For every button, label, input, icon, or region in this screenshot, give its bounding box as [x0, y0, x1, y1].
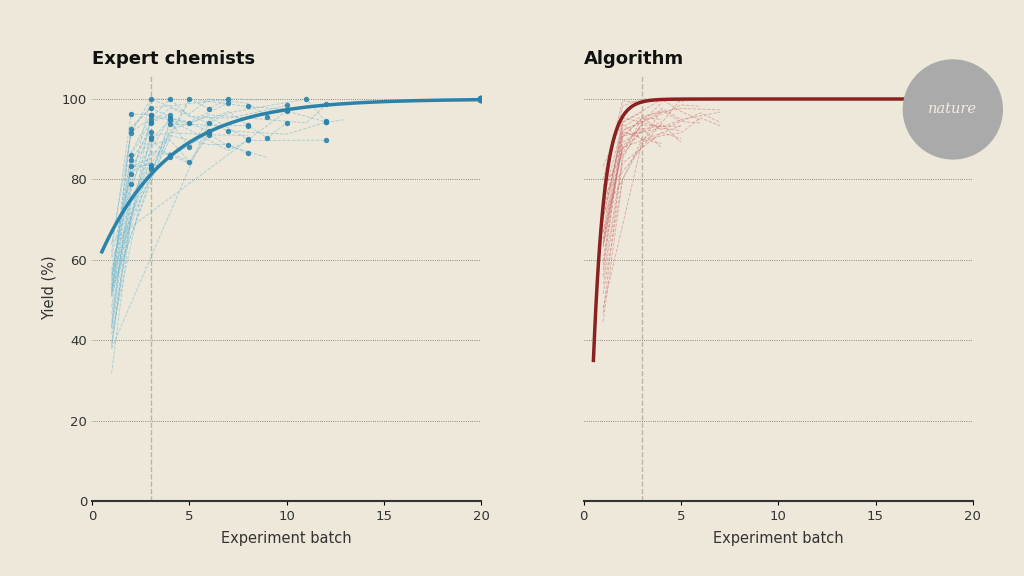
- Point: [317, 118, 334, 127]
- Point: [162, 94, 178, 104]
- Point: [220, 94, 237, 104]
- Point: [142, 104, 159, 113]
- X-axis label: Experiment batch: Experiment batch: [713, 532, 844, 547]
- Point: [201, 118, 217, 127]
- Point: [142, 135, 159, 144]
- Point: [240, 136, 256, 145]
- Point: [123, 169, 139, 178]
- Point: [220, 126, 237, 135]
- Point: [162, 115, 178, 124]
- Point: [201, 128, 217, 138]
- Text: nature: nature: [929, 103, 977, 116]
- Point: [259, 112, 275, 122]
- Point: [201, 104, 217, 113]
- Point: [142, 162, 159, 172]
- Point: [162, 150, 178, 159]
- Point: [181, 119, 198, 128]
- Point: [240, 121, 256, 130]
- Text: Expert chemists: Expert chemists: [92, 50, 255, 68]
- X-axis label: Experiment batch: Experiment batch: [221, 532, 352, 547]
- Point: [220, 98, 237, 108]
- Point: [201, 126, 217, 135]
- Point: [181, 143, 198, 152]
- Point: [279, 118, 295, 127]
- Point: [142, 132, 159, 141]
- Point: [162, 120, 178, 129]
- Point: [240, 149, 256, 158]
- Point: [123, 150, 139, 160]
- Point: [142, 118, 159, 127]
- Point: [123, 179, 139, 188]
- Point: [298, 94, 314, 104]
- Circle shape: [903, 60, 1002, 159]
- Point: [123, 162, 139, 171]
- Y-axis label: Yield (%): Yield (%): [42, 256, 56, 320]
- Point: [317, 118, 334, 127]
- Point: [142, 127, 159, 137]
- Point: [123, 109, 139, 119]
- Point: [142, 160, 159, 169]
- Point: [142, 110, 159, 119]
- Point: [123, 128, 139, 138]
- Point: [123, 156, 139, 165]
- Point: [181, 94, 198, 104]
- Point: [142, 119, 159, 128]
- Point: [240, 102, 256, 111]
- Point: [259, 134, 275, 143]
- Point: [220, 140, 237, 149]
- Point: [317, 116, 334, 126]
- Point: [142, 164, 159, 173]
- Point: [142, 114, 159, 123]
- Point: [279, 105, 295, 114]
- Point: [201, 130, 217, 139]
- Point: [123, 124, 139, 134]
- Point: [279, 107, 295, 116]
- Point: [142, 111, 159, 120]
- Point: [162, 152, 178, 161]
- Point: [279, 101, 295, 110]
- Point: [240, 120, 256, 130]
- Point: [142, 94, 159, 104]
- Point: [317, 135, 334, 145]
- Point: [317, 99, 334, 108]
- Point: [473, 94, 489, 104]
- Text: Algorithm: Algorithm: [584, 50, 684, 68]
- Point: [201, 128, 217, 137]
- Point: [162, 110, 178, 119]
- Point: [240, 135, 256, 144]
- Point: [162, 113, 178, 123]
- Point: [181, 157, 198, 166]
- Point: [965, 94, 981, 104]
